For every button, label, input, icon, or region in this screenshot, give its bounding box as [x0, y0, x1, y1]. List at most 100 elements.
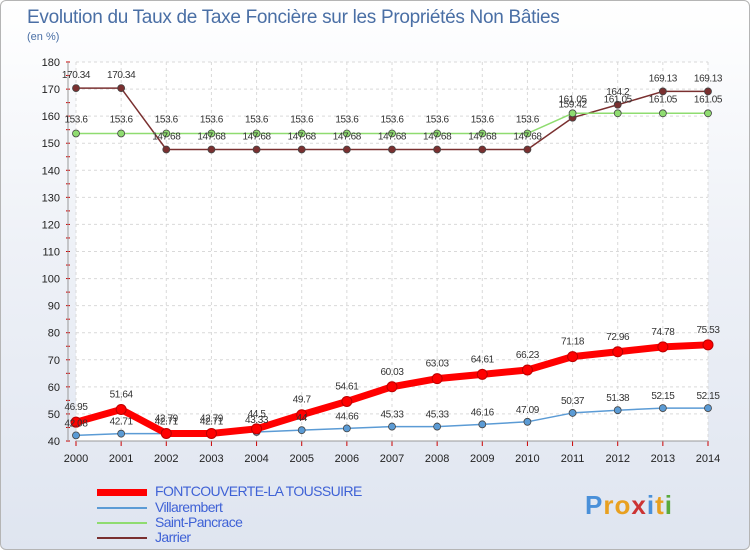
data-point	[160, 427, 172, 439]
y-tick-label: 60	[48, 382, 60, 394]
legend-label: FONTCOUVERTE-LA TOUSSUIRE	[155, 483, 362, 499]
data-point	[207, 129, 216, 138]
data-point	[613, 109, 622, 118]
x-tick-label: 2010	[515, 453, 539, 465]
x-tick-label: 2004	[244, 453, 268, 465]
data-label: 54.61	[335, 381, 359, 392]
data-label: 72.96	[606, 332, 630, 343]
x-tick-label: 2013	[651, 453, 675, 465]
data-label: 147.68	[242, 131, 271, 142]
data-label: 147.68	[513, 131, 542, 142]
data-label: 153.6	[245, 114, 269, 125]
data-point	[388, 129, 396, 138]
data-label: 52.15	[651, 391, 675, 402]
logo-letter: o	[614, 490, 632, 520]
y-tick-label: 100	[42, 274, 60, 286]
data-label: 75.53	[696, 325, 720, 336]
logo-letter: i	[664, 490, 673, 520]
data-point	[162, 129, 171, 138]
legend-swatch	[97, 489, 147, 496]
y-tick-label: 120	[42, 219, 60, 231]
data-label: 147.68	[152, 131, 181, 142]
data-label: 147.68	[378, 131, 407, 142]
logo-letter: r	[603, 490, 615, 520]
data-point	[386, 381, 398, 393]
data-point	[523, 129, 532, 138]
data-label: 60.03	[380, 367, 404, 378]
data-point	[523, 417, 532, 426]
legend-swatch	[97, 522, 147, 524]
y-tick-label: 160	[42, 111, 60, 123]
data-point	[205, 427, 217, 439]
x-tick-label: 2012	[605, 453, 629, 465]
logo-letter: t	[655, 490, 665, 520]
data-label: 46.95	[64, 402, 88, 413]
data-point	[117, 84, 126, 93]
data-point	[478, 145, 487, 154]
data-label: 153.6	[110, 114, 134, 125]
x-tick-label: 2005	[289, 453, 313, 465]
data-point	[297, 129, 306, 138]
data-label: 147.68	[333, 131, 362, 142]
chart-title: Evolution du Taux de Taxe Foncière sur l…	[27, 7, 560, 28]
y-tick-label: 150	[42, 138, 60, 150]
data-label: 147.68	[288, 131, 317, 142]
data-label: 161.05	[558, 94, 587, 105]
legend-label: Jarrier	[155, 529, 191, 545]
data-point	[433, 422, 442, 431]
data-point	[612, 346, 624, 358]
data-label: 161.05	[649, 94, 678, 105]
data-label: 71.18	[561, 337, 585, 348]
data-label: 170.34	[62, 70, 91, 81]
logo-letter: P	[585, 490, 604, 520]
data-point	[297, 426, 306, 435]
data-label: 42.79	[155, 413, 179, 424]
x-tick-label: 2008	[425, 453, 449, 465]
x-tick-label: 2000	[64, 453, 88, 465]
data-label: 44	[297, 413, 308, 424]
data-label: 74.78	[651, 327, 675, 338]
data-point	[342, 424, 351, 433]
x-tick-label: 2001	[109, 453, 133, 465]
data-label: 159.42	[558, 100, 587, 111]
data-point	[568, 409, 577, 417]
legend-swatch	[97, 537, 147, 539]
x-tick-label: 2014	[696, 453, 720, 465]
data-point	[476, 368, 488, 380]
data-point	[341, 395, 353, 407]
data-point	[613, 100, 622, 109]
data-label: 42.71	[200, 417, 224, 428]
data-point	[252, 145, 261, 154]
data-label: 153.6	[155, 114, 179, 125]
data-point	[658, 404, 667, 413]
data-label: 45.33	[380, 410, 404, 421]
data-point	[613, 406, 622, 415]
data-label: 43.33	[245, 415, 269, 426]
data-label: 45.33	[426, 410, 450, 421]
data-point	[521, 364, 533, 376]
data-point	[433, 129, 442, 138]
data-label: 147.68	[468, 131, 497, 142]
data-label: 164.2	[606, 87, 630, 98]
legend-label: Villarembert	[155, 499, 223, 515]
data-point	[296, 409, 308, 421]
data-label: 49.7	[293, 395, 312, 406]
data-point	[478, 420, 487, 429]
data-point	[657, 341, 669, 353]
data-point	[297, 145, 306, 154]
data-label: 51.38	[606, 393, 630, 404]
data-point	[431, 373, 443, 385]
proxiti-logo: Proxiti	[585, 490, 673, 521]
data-point	[117, 429, 126, 438]
data-label: 63.03	[426, 359, 450, 370]
data-label: 170.34	[107, 70, 136, 81]
data-point	[70, 416, 82, 428]
data-label: 42.71	[110, 417, 134, 428]
data-point	[251, 423, 263, 435]
data-label: 52.15	[696, 391, 720, 402]
data-label: 153.6	[64, 114, 88, 125]
data-label: 161.05	[604, 94, 633, 105]
data-label: 42.08	[64, 418, 88, 429]
